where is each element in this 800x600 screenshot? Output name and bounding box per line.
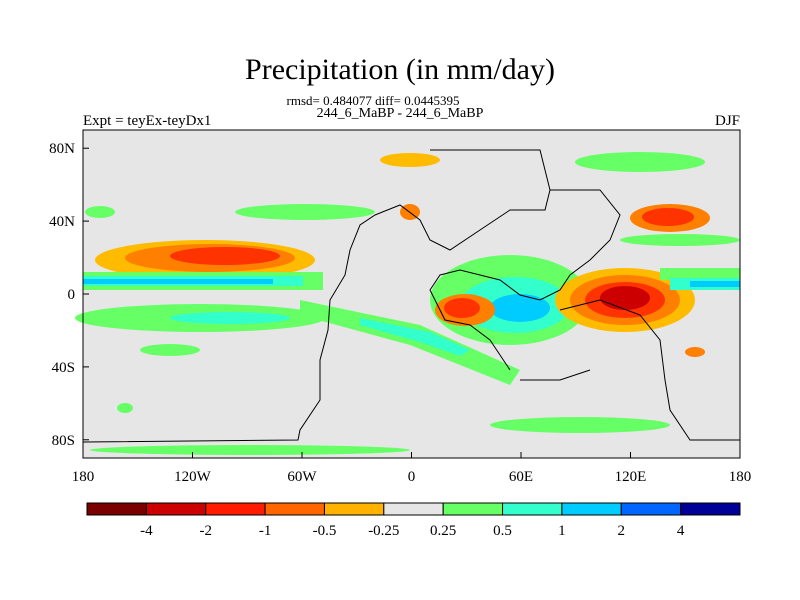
anomaly-region [490,417,670,433]
anomaly-region [170,312,290,324]
coastline-layer [82,149,740,443]
asia-outline [429,189,621,371]
colorbar-label: -2 [199,523,212,539]
colorbar-label: 1 [558,523,566,539]
y-tick-label: 40N [49,214,75,230]
colorbar-swatch [323,502,385,516]
colorbar-swatch [561,502,622,516]
colorbar-label: -4 [140,523,153,539]
precip-anomaly-layer [75,152,740,455]
x-tick-label: 0 [408,469,416,485]
colorbar: -4 -2 -1 -0.5 -0.25 0.25 0.5 1 2 4 [86,502,741,539]
australia-outline [520,299,740,441]
season-label: DJF [714,113,740,129]
axis-tick-labels: 180 120W 60W 0 60E 120E 180 80N 40N 0 40S 80S [49,141,751,485]
anomaly-region [170,247,280,265]
colorbar-swatch [502,502,563,516]
anomaly-region [490,294,550,322]
anomaly-region [444,298,480,318]
anomaly-region [300,300,520,385]
stats-line: rmsd= 0.484077 diff= 0.0445395 [286,93,460,108]
anomaly-region [83,279,273,284]
colorbar-label: 0.5 [493,523,512,539]
anomaly-region [690,281,740,287]
anomaly-region [620,234,740,246]
x-tick-label: 180 [729,469,752,485]
anomaly-region [685,347,705,357]
colorbar-swatch [383,502,444,516]
anomaly-region [85,206,115,218]
y-tick-label: 0 [68,287,76,303]
colorbar-label: -0.5 [313,523,337,539]
colorbar-label: 0.25 [430,523,456,539]
x-tick-label: 120E [615,469,647,485]
x-tick-label: 120W [174,469,212,485]
anomaly-region [117,403,133,413]
expt-label: Expt = teyEx-teyDx1 [83,113,212,129]
y-tick-label: 40S [52,360,75,376]
chart-title: Precipitation (in mm/day) [245,53,555,86]
anomaly-region [600,286,650,310]
anomaly-region [660,268,740,280]
x-tick-label: 60W [287,469,317,485]
colorbar-swatch [86,502,147,516]
anomaly-region [380,153,440,167]
anomaly-region [575,152,705,172]
colorbar-swatch [442,502,504,516]
colorbar-swatch [145,502,207,516]
americas-outline [82,149,551,443]
case-line: 244_6_MaBP - 244_6_MaBP [316,106,484,121]
x-tick-label: 180 [72,469,95,485]
anomaly-region [235,204,375,220]
axis-ticks [82,147,741,458]
y-tick-label: 80S [52,433,75,449]
anomaly-region [360,318,470,356]
colorbar-label: -1 [259,523,272,539]
colorbar-label: -0.25 [368,523,399,539]
colorbar-label: 2 [618,523,626,539]
anomaly-region [642,208,694,226]
anomaly-region [140,344,200,356]
colorbar-label: 4 [677,523,685,539]
anomaly-region [90,445,410,455]
colorbar-swatch [264,502,325,516]
x-tick-label: 60E [509,469,533,485]
colorbar-swatch [205,502,266,516]
colorbar-swatch [620,502,682,516]
y-tick-label: 80N [49,141,75,157]
colorbar-swatch [680,502,741,516]
